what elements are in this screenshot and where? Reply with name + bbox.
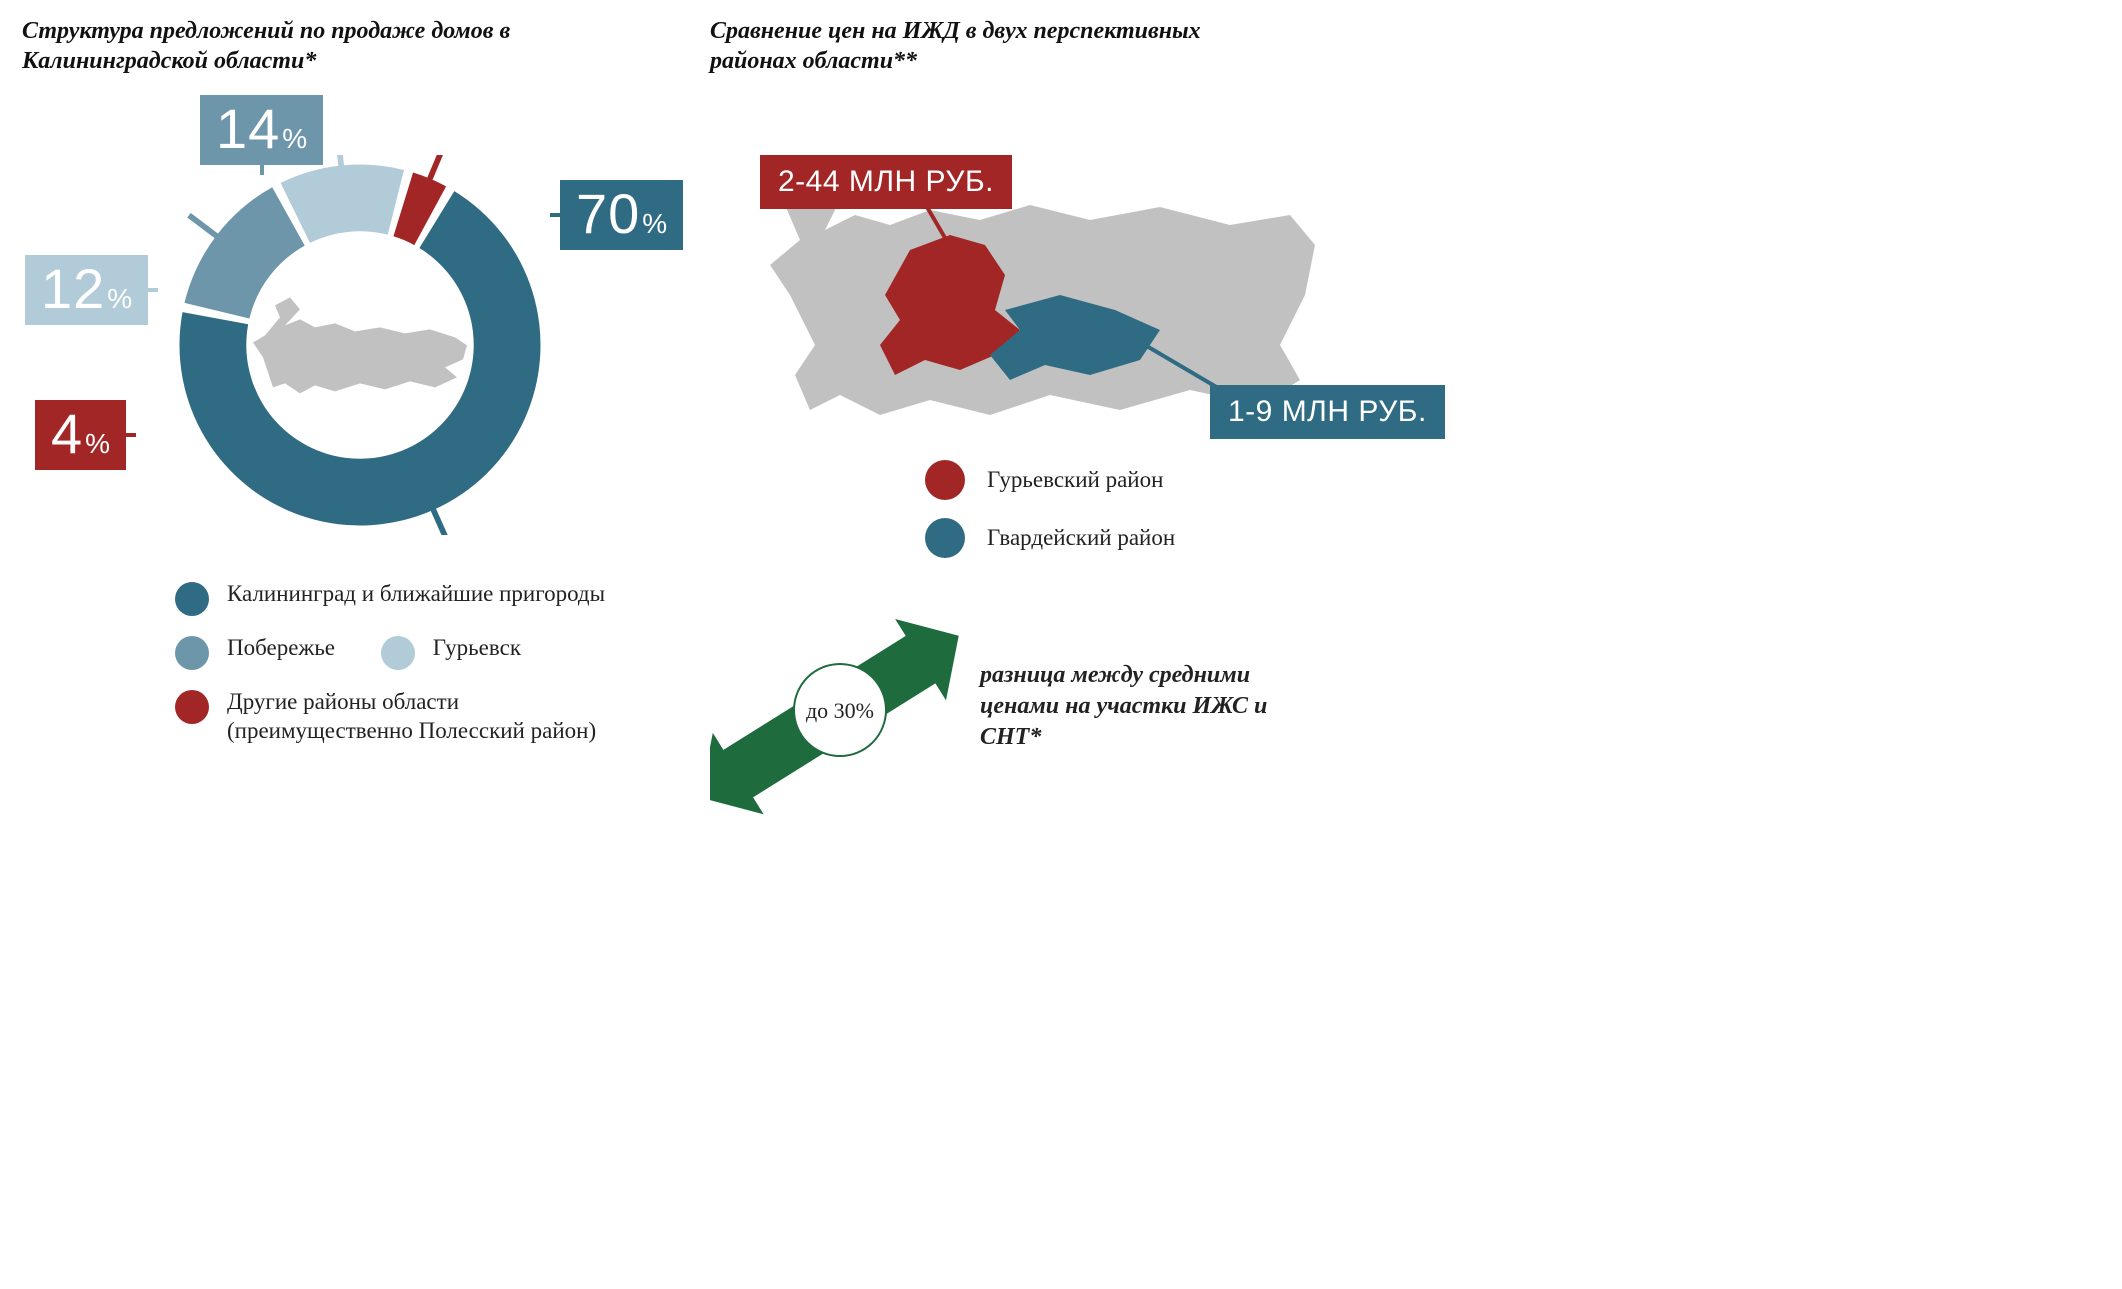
legend-row: Гурьевск bbox=[381, 634, 521, 670]
legend-label: Гурьевск bbox=[433, 634, 521, 663]
difference-arrow: до 30% bbox=[710, 600, 970, 820]
legend-row: Гурьевский район bbox=[925, 460, 1175, 500]
flag-coast: 14 % bbox=[200, 95, 323, 165]
flag-kaliningrad-value: 70 bbox=[576, 186, 640, 242]
flag-other-suffix: % bbox=[85, 430, 110, 458]
flag-gurievsk-value: 12 bbox=[41, 261, 105, 317]
legend-label: Калининград и ближайшие пригороды bbox=[227, 580, 605, 609]
legend-dot bbox=[925, 460, 965, 500]
legend-label: Гвардейский район bbox=[987, 525, 1175, 551]
price-flag-gvardey-text: 1-9 МЛН РУБ. bbox=[1228, 395, 1427, 428]
legend-row: Гвардейский район bbox=[925, 518, 1175, 558]
price-flag-guriev-text: 2-44 МЛН РУБ. bbox=[778, 165, 994, 198]
legend-dot bbox=[925, 518, 965, 558]
legend-dot bbox=[381, 636, 415, 670]
price-flag-guriev: 2-44 МЛН РУБ. bbox=[760, 155, 1012, 209]
legend-label: Гурьевский район bbox=[987, 467, 1163, 493]
legend-row: Побережье bbox=[175, 634, 335, 670]
flag-kaliningrad-suffix: % bbox=[642, 210, 667, 238]
legend-row: Другие районы области (преимущественно П… bbox=[175, 688, 675, 746]
region-silhouette bbox=[245, 287, 475, 407]
difference-caption: разница между средними ценами на участки… bbox=[980, 660, 1330, 754]
flag-other: 4 % bbox=[35, 400, 126, 470]
map-legend: Гурьевский район Гвардейский район bbox=[925, 460, 1175, 576]
price-flag-gvardey: 1-9 МЛН РУБ. bbox=[1210, 385, 1445, 439]
donut-legend: Калининград и ближайшие пригороды Побере… bbox=[175, 580, 675, 764]
legend-dot bbox=[175, 690, 209, 724]
flag-coast-value: 14 bbox=[216, 101, 280, 157]
flag-kaliningrad: 70 % bbox=[560, 180, 683, 250]
legend-dot bbox=[175, 582, 209, 616]
legend-dot bbox=[175, 636, 209, 670]
left-title: Структура предложений по продаже домов в… bbox=[22, 16, 642, 76]
flag-coast-suffix: % bbox=[282, 125, 307, 153]
flag-other-value: 4 bbox=[51, 406, 83, 462]
right-title: Сравнение цен на ИЖД в двух перспективны… bbox=[710, 16, 1270, 76]
legend-label: Другие районы области (преимущественно П… bbox=[227, 688, 596, 746]
legend-row: Калининград и ближайшие пригороды bbox=[175, 580, 675, 616]
legend-label: Побережье bbox=[227, 634, 335, 663]
donut-slice-gurievsk bbox=[281, 165, 404, 243]
flag-gurievsk-suffix: % bbox=[107, 285, 132, 313]
flag-gurievsk: 12 % bbox=[25, 255, 148, 325]
donut-chart bbox=[170, 155, 550, 535]
difference-value: до 30% bbox=[806, 698, 874, 723]
